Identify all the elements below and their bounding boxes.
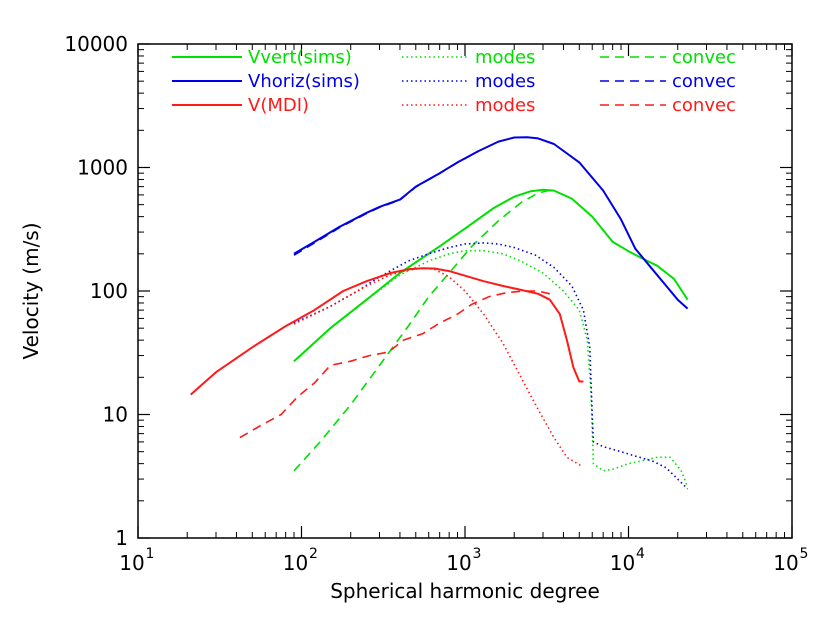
legend-solid-label: V(MDI) [248, 95, 309, 116]
legend-solid-label: Vhoriz(sims) [248, 71, 360, 92]
series-vhoriz-modes [293, 242, 689, 490]
x-tick-exponent: 4 [636, 546, 645, 562]
x-tick-label: 10 [610, 551, 635, 575]
series-vvert-modes [293, 249, 689, 488]
series-layer [190, 136, 689, 490]
series-v-mdi-modes [293, 267, 583, 468]
series-vvert-sims [293, 188, 689, 362]
x-tick-exponent: 2 [309, 546, 318, 562]
y-tick-label: 1 [115, 526, 128, 550]
legend: Vvert(sims) modes convec Vhoriz(sims) modes c… [172, 47, 736, 116]
legend-dashed-label: convec [672, 47, 736, 68]
legend-dotted-label: modes [475, 47, 535, 68]
y-tick-label: 100 [90, 279, 128, 303]
x-axis-label: Spherical harmonic degree [330, 579, 600, 603]
legend-solid-label: Vvert(sims) [248, 47, 352, 68]
x-tick-exponent: 1 [146, 546, 155, 562]
x-tick-label: 10 [119, 551, 144, 575]
legend-dashed-label: convec [672, 95, 736, 116]
x-tick-label: 10 [283, 551, 308, 575]
legend-dotted-label: modes [475, 95, 535, 116]
series-v-mdi-convec [239, 290, 550, 439]
y-tick-label: 10 [103, 403, 128, 427]
y-tick-label: 10000 [64, 32, 128, 56]
y-axis-label: Velocity (m/s) [19, 222, 43, 359]
series-vhoriz-convec [293, 150, 479, 256]
legend-dotted-label: modes [475, 71, 535, 92]
x-tick-exponent: 3 [473, 546, 482, 562]
x-tick-exponent: 5 [800, 546, 809, 562]
legend-dashed-label: convec [672, 71, 736, 92]
series-vvert-convec [293, 189, 550, 472]
plot-frame [137, 43, 793, 539]
x-tick-label: 10 [773, 551, 798, 575]
x-tick-label: 10 [446, 551, 471, 575]
y-tick-label: 1000 [77, 156, 128, 180]
series-v-mdi [190, 267, 584, 396]
